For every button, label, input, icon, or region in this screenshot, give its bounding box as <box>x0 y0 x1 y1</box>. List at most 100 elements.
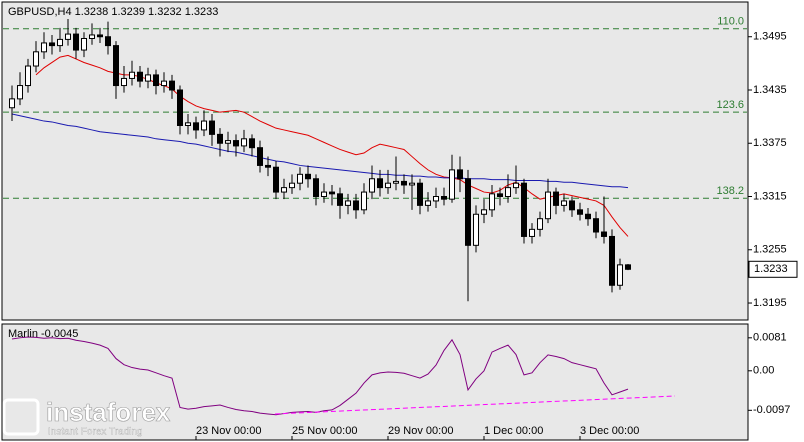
candle-body <box>153 74 159 87</box>
ma-line <box>11 113 629 189</box>
candle-body <box>121 77 127 87</box>
price-plot: 1.3495 1.3435 1.3375 1.3315 1.3255 1.3195 110.… <box>3 16 798 440</box>
candle-body <box>89 34 95 40</box>
ma-line <box>11 336 629 416</box>
candle-body <box>545 191 551 220</box>
y-tick-label: 1.3435 <box>753 84 787 96</box>
watermark-tagline: Instant Forex Trading <box>48 427 143 438</box>
candle-body <box>281 187 287 193</box>
watermark-logo <box>2 398 40 436</box>
x-tick-label: 1 Dec 00:00 <box>484 425 543 437</box>
candle-body <box>193 122 199 131</box>
y-tick-label: 1.3375 <box>753 137 787 149</box>
candle-body <box>385 182 391 189</box>
candle-body <box>105 36 111 47</box>
candle-body <box>161 80 167 87</box>
x-tick-label: 29 Nov 00:00 <box>388 425 453 437</box>
candle-body <box>401 180 407 186</box>
indicator-plot: 0.0081 0.00 -0.0097 <box>11 332 790 416</box>
candle-body <box>9 98 15 109</box>
candle-body <box>297 173 303 184</box>
candle-body <box>217 133 223 144</box>
candle-body <box>393 180 399 184</box>
candle-body <box>65 33 71 40</box>
candle-body <box>273 166 279 193</box>
y-tick-label: 0.00 <box>753 365 774 377</box>
candle-body <box>585 213 591 220</box>
chart-title: GBPUSD,H4 1.3238 1.3239 1.3232 1.3233 <box>8 6 218 18</box>
candle-body <box>345 200 351 206</box>
candle-body <box>49 42 55 47</box>
candle-body <box>17 85 23 100</box>
candle-body <box>425 200 431 206</box>
y-tick-label: 1.3495 <box>753 31 787 43</box>
candle-body <box>97 34 103 38</box>
candle-body <box>601 231 607 237</box>
candle-body <box>57 38 63 47</box>
candle-body <box>457 169 463 180</box>
candle-body <box>257 147 263 166</box>
candle-body <box>209 120 215 135</box>
candle-body <box>377 178 383 189</box>
candle-body <box>497 193 503 198</box>
candle-body <box>313 178 319 198</box>
candle-body <box>505 187 511 198</box>
candle-body <box>249 138 255 149</box>
price-panel <box>1 1 749 321</box>
candle-body <box>145 74 151 82</box>
candle-body <box>305 173 311 180</box>
watermark: instaforex Instant Forex Trading <box>2 397 171 438</box>
candle-body <box>201 120 207 131</box>
y-tick-label: 1.3315 <box>753 190 787 202</box>
candle-body <box>449 169 455 200</box>
candle-body <box>113 45 119 87</box>
candle-body <box>169 80 175 91</box>
candle-body <box>25 65 31 87</box>
candle-body <box>569 200 575 211</box>
y-tick-label: 1.3255 <box>753 244 787 256</box>
candle-body <box>81 38 87 51</box>
candle-body <box>33 51 39 67</box>
candle-body <box>41 42 47 53</box>
candle-body <box>177 89 183 126</box>
candle-body <box>289 182 295 189</box>
indicator-panel <box>1 323 749 441</box>
y-tick-label: -0.0097 <box>753 404 790 416</box>
candle-body <box>481 209 487 215</box>
candle-body <box>529 228 535 237</box>
candle-body <box>233 140 239 147</box>
y-tick-label: 1.3195 <box>753 297 787 309</box>
x-tick-label: 23 Nov 00:00 <box>196 425 261 437</box>
candle-body <box>473 213 479 246</box>
fib-level-label: 123.6 <box>716 99 744 111</box>
fib-level-label: 138.2 <box>716 185 744 197</box>
candle-body <box>537 218 543 230</box>
candle-body <box>129 71 135 79</box>
candle-body <box>433 196 439 202</box>
candle-body <box>577 209 583 215</box>
candle-body <box>521 182 527 237</box>
fib-level-label: 110.0 <box>717 16 744 28</box>
last-price-box <box>748 260 798 278</box>
candle-body <box>441 196 447 200</box>
x-tick-label: 25 Nov 00:00 <box>292 425 357 437</box>
candle-body <box>465 178 471 246</box>
candle-body <box>321 191 327 198</box>
candle-body <box>137 71 143 82</box>
x-tick-label: 3 Dec 00:00 <box>580 425 639 437</box>
candle-body <box>353 200 359 211</box>
candle-body <box>417 182 423 206</box>
candle-body <box>225 140 231 144</box>
candle-body <box>265 164 271 168</box>
candle-body <box>185 122 191 126</box>
candle-body <box>329 191 335 195</box>
candle-body <box>73 33 79 51</box>
candle-body <box>553 191 559 206</box>
candle-body <box>241 138 247 147</box>
candle-body <box>337 193 343 206</box>
candle-body <box>489 193 495 211</box>
candle-body <box>593 218 599 233</box>
watermark-brand: instaforex <box>46 397 171 427</box>
y-tick-label: 0.0081 <box>753 332 787 344</box>
